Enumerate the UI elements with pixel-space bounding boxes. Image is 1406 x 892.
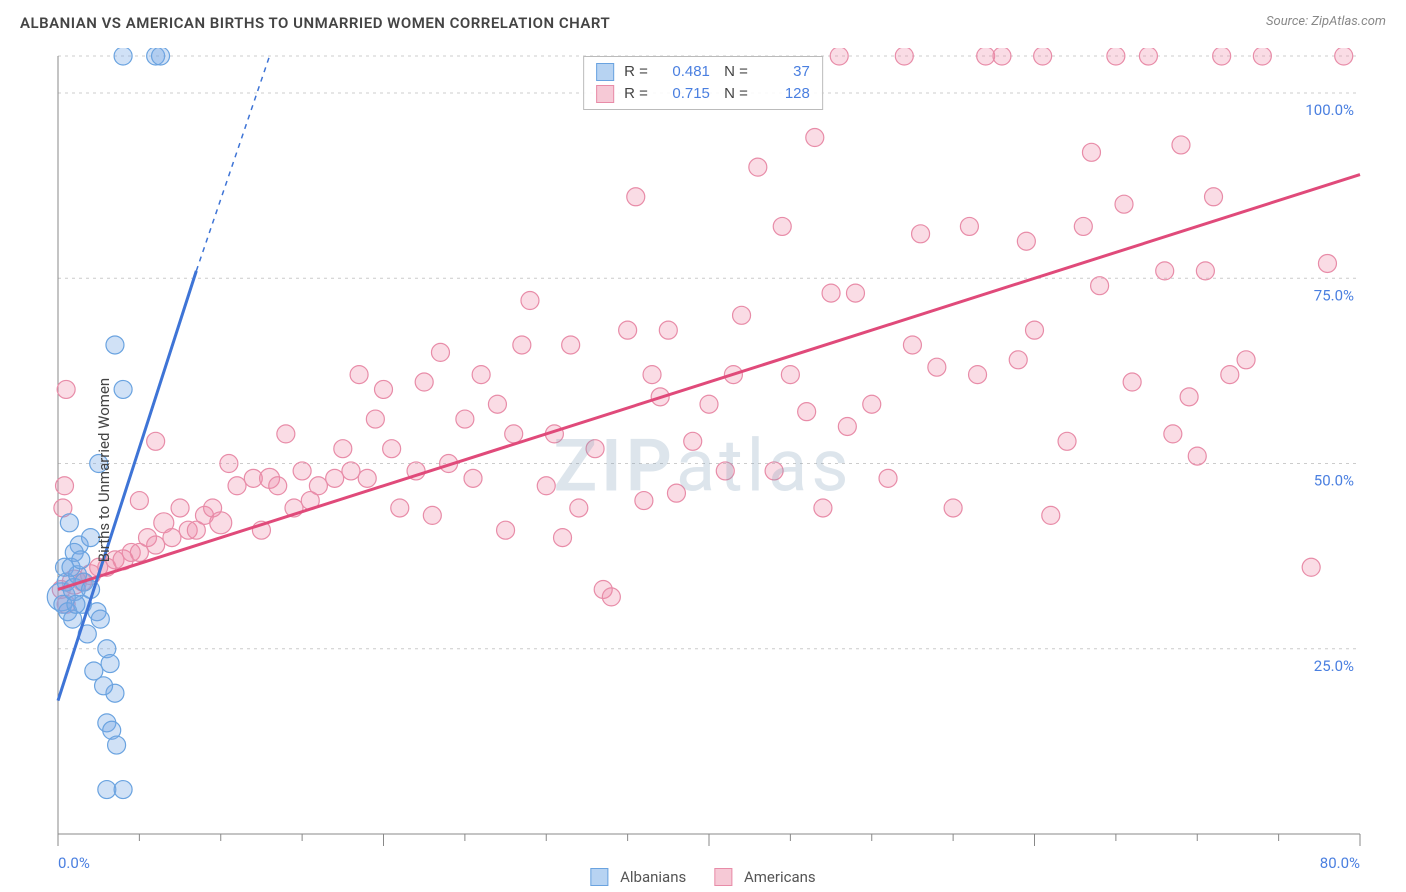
chart-title: ALBANIAN VS AMERICAN BIRTHS TO UNMARRIED… — [20, 14, 610, 48]
svg-text:100.0%: 100.0% — [1305, 101, 1354, 119]
y-axis-label: Births to Unmarried Women — [95, 378, 113, 562]
chart-area: Births to Unmarried Women 25.0% 50.0% 75.0… — [0, 48, 1406, 892]
n-value: 128 — [758, 83, 810, 105]
legend-row-americans: R = 0.715 N = 128 — [596, 83, 810, 105]
svg-text:0.0%: 0.0% — [58, 854, 90, 872]
series-legend: Albanians Americans — [590, 868, 815, 886]
r-value: 0.715 — [658, 83, 710, 105]
legend-item-albanians: Albanians — [590, 868, 686, 886]
scatter-chart: 25.0% 50.0% 75.0% 100.0% 0.0% 80.0% — [0, 48, 1406, 892]
swatch-icon — [596, 85, 614, 103]
swatch-icon — [590, 868, 608, 886]
legend-label: Americans — [744, 868, 816, 886]
svg-text:75.0%: 75.0% — [1314, 286, 1354, 304]
r-value: 0.481 — [658, 61, 710, 83]
legend-label: Albanians — [620, 868, 686, 886]
legend-item-americans: Americans — [714, 868, 815, 886]
chart-source: Source: ZipAtlas.com — [1266, 14, 1386, 48]
correlation-legend: R = 0.481 N = 37 R = 0.715 N = 128 — [583, 56, 823, 110]
swatch-icon — [714, 868, 732, 886]
legend-row-albanians: R = 0.481 N = 37 — [596, 61, 810, 83]
n-value: 37 — [758, 61, 810, 83]
swatch-icon — [596, 63, 614, 81]
chart-header: ALBANIAN VS AMERICAN BIRTHS TO UNMARRIED… — [0, 0, 1406, 48]
svg-text:50.0%: 50.0% — [1314, 472, 1354, 490]
svg-text:80.0%: 80.0% — [1320, 854, 1360, 872]
svg-text:25.0%: 25.0% — [1314, 657, 1354, 675]
